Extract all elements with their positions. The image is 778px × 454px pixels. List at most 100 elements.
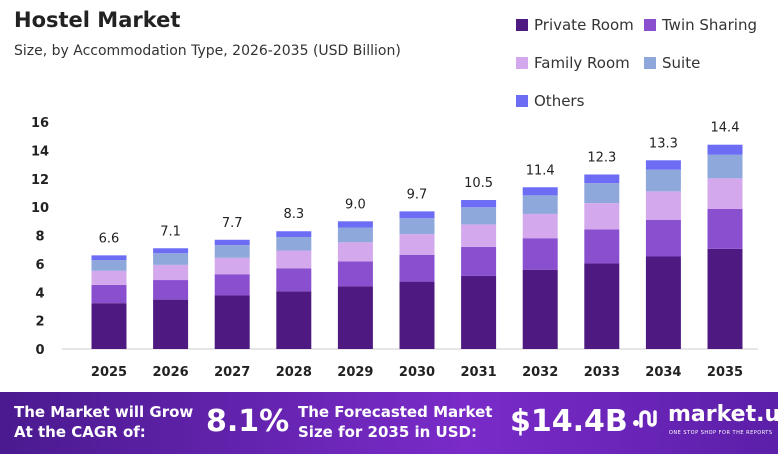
bar-segment-suite: [276, 237, 312, 251]
bar-segment-family-room: [584, 203, 620, 230]
legend-label: Family Room: [534, 54, 630, 72]
bar-segment-suite: [584, 183, 620, 204]
bar-segment-others: [707, 144, 743, 155]
bar-segment-twin-sharing: [337, 261, 373, 287]
stacked-bar-chart: 0 2 4 6 8 10 12 14 16 6.6 2025 7.1 2026 7.7 2027 8.3 202…: [31, 116, 758, 380]
bar-segment-private-room: [337, 286, 373, 349]
legend-label: Others: [534, 92, 585, 110]
legend-item-others: Others: [516, 92, 584, 110]
y-tick-label: 0: [35, 343, 44, 358]
x-tick-label: 2030: [399, 365, 435, 380]
bar-segment-family-room: [645, 191, 681, 220]
y-tick-label: 10: [31, 201, 49, 216]
data-label: 9.7: [407, 187, 428, 202]
bar-segment-family-room: [461, 224, 497, 247]
bar-segment-suite: [707, 154, 743, 179]
cagr-label: The Market will Grow At the CAGR of:: [14, 403, 194, 441]
data-label: 12.3: [587, 150, 616, 165]
forecast-value: $14.4B: [510, 404, 628, 439]
legend-label: Twin Sharing: [662, 16, 757, 34]
legend-swatch: [644, 19, 656, 31]
bar-segment-twin-sharing: [276, 268, 312, 292]
bar-segment-private-room: [276, 291, 312, 349]
forecast-label: The Forecasted Market Size for 2035 in U…: [298, 403, 493, 441]
legend-item-family-room: Family Room: [516, 54, 630, 72]
data-label: 13.3: [649, 136, 678, 151]
legend-item-twin-sharing: Twin Sharing: [644, 16, 757, 34]
bar-segment-others: [91, 255, 127, 261]
y-tick-label: 6: [35, 258, 44, 273]
legend-item-private-room: Private Room: [516, 16, 634, 34]
bar-segment-family-room: [522, 213, 558, 239]
data-label: 7.7: [222, 216, 243, 231]
legend-label: Private Room: [534, 16, 634, 34]
bar-segment-private-room: [707, 248, 743, 349]
bar-segment-others: [276, 231, 312, 238]
bar-segment-others: [461, 200, 497, 208]
bar-segment-private-room: [399, 281, 435, 349]
bar-segment-private-room: [522, 269, 558, 349]
bar-segment-twin-sharing: [153, 280, 189, 300]
x-tick-label: 2033: [584, 365, 620, 380]
bar-segment-family-room: [707, 178, 743, 209]
y-tick-label: 14: [31, 144, 49, 159]
y-tick-label: 4: [35, 286, 44, 301]
legend-swatch: [516, 19, 528, 31]
x-tick-label: 2034: [645, 365, 681, 380]
legend-item-suite: Suite: [644, 54, 700, 72]
data-label: 11.4: [526, 163, 555, 178]
market-us-logo-icon: [632, 408, 662, 430]
chart-title: Hostel Market: [14, 8, 181, 32]
x-tick-label: 2035: [707, 365, 743, 380]
y-tick-label: 12: [31, 173, 49, 188]
bar-segment-suite: [337, 227, 373, 243]
bar-segment-private-room: [461, 275, 497, 349]
bar-segment-twin-sharing: [91, 284, 127, 304]
x-tick-label: 2032: [522, 365, 558, 380]
bar-segment-twin-sharing: [522, 238, 558, 270]
data-label: 10.5: [464, 176, 493, 191]
bar-segment-suite: [522, 195, 558, 214]
x-tick-label: 2031: [461, 365, 497, 380]
bar-segment-twin-sharing: [707, 208, 743, 249]
bar-segment-family-room: [214, 257, 250, 275]
y-tick-label: 16: [31, 116, 49, 131]
x-tick-label: 2028: [276, 365, 312, 380]
legend-swatch: [516, 95, 528, 107]
x-tick-label: 2025: [91, 365, 127, 380]
bar-segment-suite: [214, 245, 250, 258]
bar-segment-suite: [399, 218, 435, 235]
bar-segment-others: [399, 211, 435, 219]
bar-segment-twin-sharing: [461, 246, 497, 276]
brand-name: market.us: [668, 402, 778, 427]
legend-swatch: [516, 57, 528, 69]
legend-swatch: [644, 57, 656, 69]
bar-segment-private-room: [153, 299, 189, 349]
bar-segment-private-room: [645, 256, 681, 349]
bar-segment-family-room: [276, 250, 312, 269]
y-tick-label: 8: [35, 230, 44, 245]
footer-banner: The Market will Grow At the CAGR of: 8.1…: [0, 392, 778, 454]
bar-segment-others: [645, 160, 681, 170]
bar-segment-twin-sharing: [645, 219, 681, 257]
data-label: 6.6: [99, 231, 120, 246]
bar-segment-others: [584, 174, 620, 184]
data-label: 7.1: [160, 224, 181, 239]
y-tick-label: 2: [35, 315, 44, 330]
bar-segment-others: [337, 221, 373, 228]
bar-segment-suite: [91, 260, 127, 271]
bar-segment-others: [214, 239, 250, 246]
bar-segment-suite: [461, 207, 497, 225]
bar-segment-suite: [645, 169, 681, 192]
bar-segment-private-room: [91, 303, 127, 349]
bar-segment-others: [522, 187, 558, 196]
bar-segment-family-room: [399, 234, 435, 255]
bar-segment-others: [153, 248, 189, 254]
chart-subtitle: Size, by Accommodation Type, 2026-2035 (…: [14, 43, 401, 59]
brand-tagline: ONE STOP SHOP FOR THE REPORTS: [669, 430, 773, 436]
bar-segment-suite: [153, 253, 189, 265]
bar-segment-twin-sharing: [399, 254, 435, 282]
x-tick-label: 2026: [153, 365, 189, 380]
bar-segment-private-room: [214, 295, 250, 349]
bar-segment-family-room: [91, 270, 127, 285]
